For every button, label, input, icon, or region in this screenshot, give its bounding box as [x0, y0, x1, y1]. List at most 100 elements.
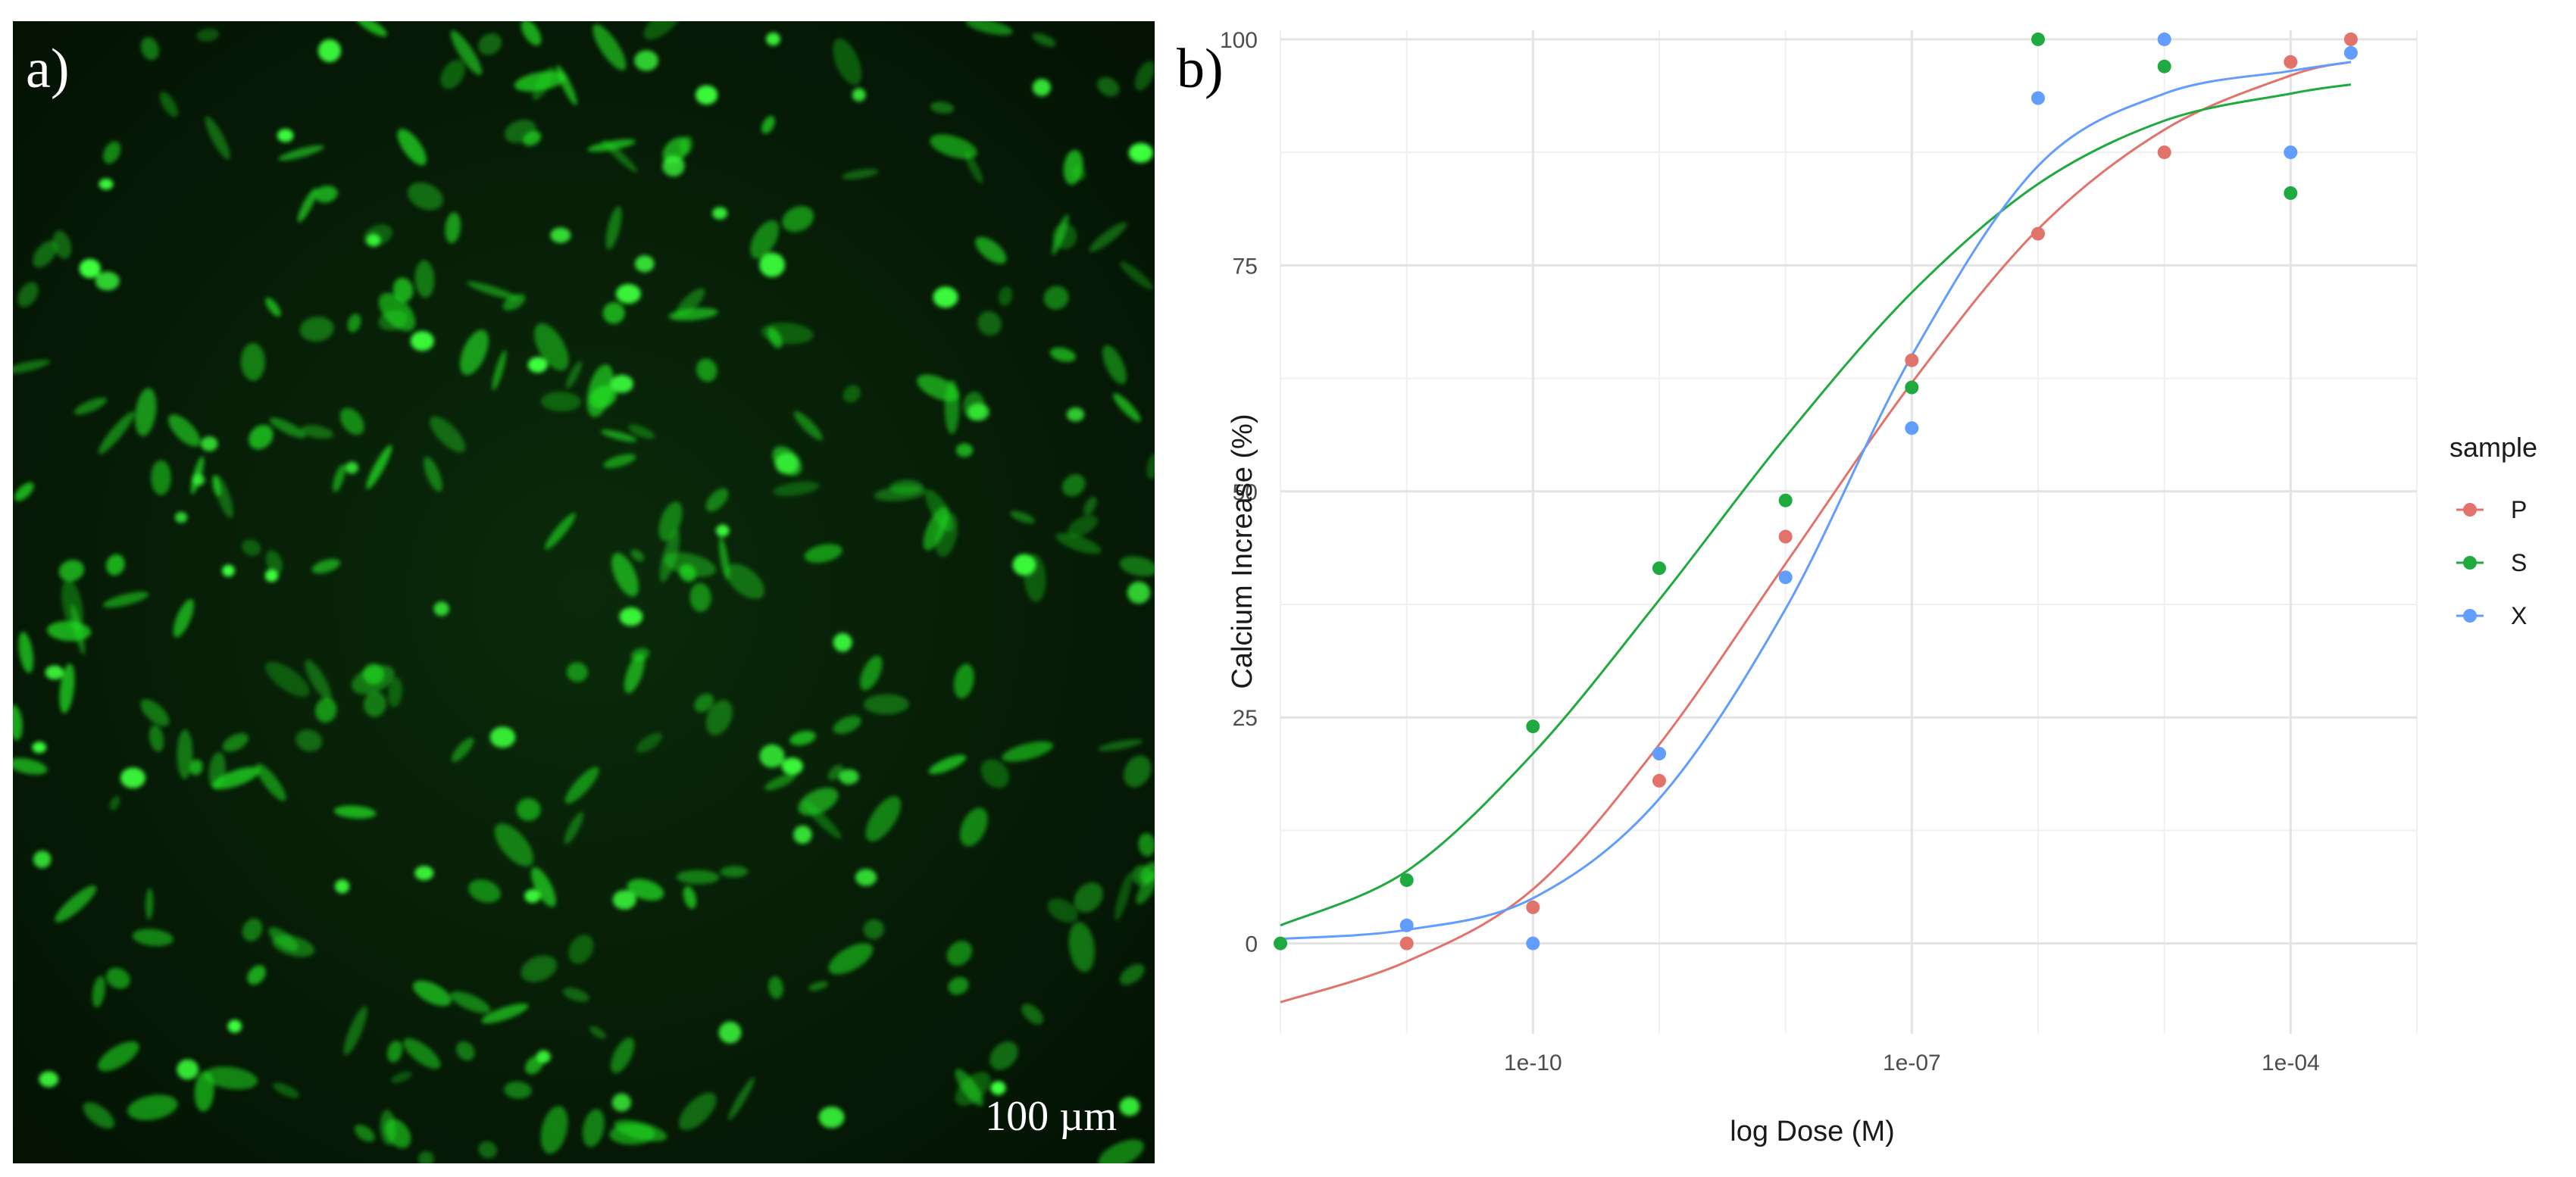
cell — [930, 101, 955, 114]
cell — [407, 182, 443, 211]
cell — [98, 1041, 139, 1072]
cell — [628, 424, 655, 439]
bright-cell — [527, 357, 548, 373]
cell — [106, 554, 125, 576]
bright-cell — [98, 178, 114, 190]
data-point-X — [2031, 91, 2045, 105]
bright-cell — [39, 1071, 59, 1088]
cell — [1002, 741, 1053, 762]
cell — [205, 116, 230, 160]
cell — [47, 621, 92, 642]
cell — [249, 424, 274, 450]
cell — [140, 699, 170, 726]
bright-cell — [1032, 79, 1051, 96]
cell — [1043, 286, 1069, 310]
data-point-P — [1652, 773, 1666, 788]
bright-cell — [855, 869, 877, 886]
cell — [1055, 532, 1102, 554]
cell — [689, 582, 711, 612]
cell — [58, 560, 85, 582]
cell — [1124, 755, 1152, 788]
cell — [521, 21, 542, 46]
micrograph-panel — [13, 21, 1155, 1163]
cell — [750, 220, 780, 259]
cell — [960, 807, 988, 847]
legend-label-P: P — [2511, 496, 2527, 523]
cell — [413, 980, 452, 1007]
bright-cell — [619, 607, 643, 626]
cell — [272, 935, 315, 957]
cell — [566, 662, 588, 682]
cell — [265, 297, 281, 317]
cell — [1113, 393, 1141, 423]
cell — [589, 385, 617, 409]
cell — [366, 445, 392, 489]
cell — [1097, 739, 1143, 751]
cell — [173, 598, 194, 638]
bright-cell — [524, 889, 541, 904]
bright-cell — [174, 511, 188, 523]
data-point-X — [2284, 145, 2298, 160]
cell — [1097, 76, 1120, 97]
data-point-X — [2157, 32, 2171, 46]
bright-cell — [759, 744, 785, 768]
bright-cell — [718, 1021, 742, 1044]
cell — [467, 281, 518, 300]
cell — [440, 60, 465, 89]
bright-cell — [1066, 407, 1085, 422]
cell — [568, 935, 594, 964]
cell — [603, 454, 636, 469]
cell — [451, 737, 474, 762]
cell — [521, 955, 558, 982]
cell — [683, 886, 697, 909]
cell — [1120, 261, 1153, 290]
cell — [611, 1037, 635, 1073]
cell — [718, 537, 730, 580]
cell — [380, 1110, 396, 1146]
cell — [151, 460, 171, 495]
cell — [589, 1026, 606, 1039]
cell — [1083, 496, 1097, 515]
cell — [587, 139, 636, 152]
cell — [504, 1081, 532, 1099]
cell — [609, 1123, 655, 1145]
cell — [602, 302, 625, 324]
cell — [764, 773, 796, 791]
cell — [18, 632, 34, 673]
cell — [1049, 347, 1077, 362]
data-point-S — [2157, 59, 2171, 73]
cell — [504, 120, 537, 143]
data-point-P — [2157, 145, 2171, 160]
bright-cell — [79, 258, 101, 279]
cell — [1072, 165, 1086, 181]
bright-cell — [32, 741, 47, 754]
cell — [132, 929, 174, 947]
cell — [955, 443, 974, 457]
cell — [1134, 61, 1155, 91]
cell — [1119, 963, 1145, 985]
data-point-P — [2031, 226, 2045, 241]
bright-cell — [345, 461, 358, 474]
cell — [106, 967, 130, 989]
fit-curve-P — [1280, 61, 2352, 1004]
cell — [33, 240, 58, 268]
cell — [430, 416, 466, 453]
cell — [255, 763, 286, 801]
data-point-X — [1905, 421, 1919, 436]
cell — [13, 704, 23, 741]
cell — [679, 1092, 717, 1131]
panel-b-label: b) — [1177, 38, 1224, 100]
cell — [636, 732, 663, 753]
cell — [240, 342, 266, 381]
cell — [214, 475, 233, 518]
cell — [127, 1094, 178, 1121]
cell — [1089, 222, 1127, 252]
cell — [177, 729, 193, 779]
bright-cell — [611, 1093, 632, 1112]
cell — [928, 754, 967, 774]
cell — [1114, 872, 1133, 921]
bright-cell — [1012, 554, 1036, 576]
x-tick-label: 1e-04 — [2262, 1051, 2320, 1076]
cell — [782, 206, 814, 233]
bright-cell — [634, 50, 658, 71]
